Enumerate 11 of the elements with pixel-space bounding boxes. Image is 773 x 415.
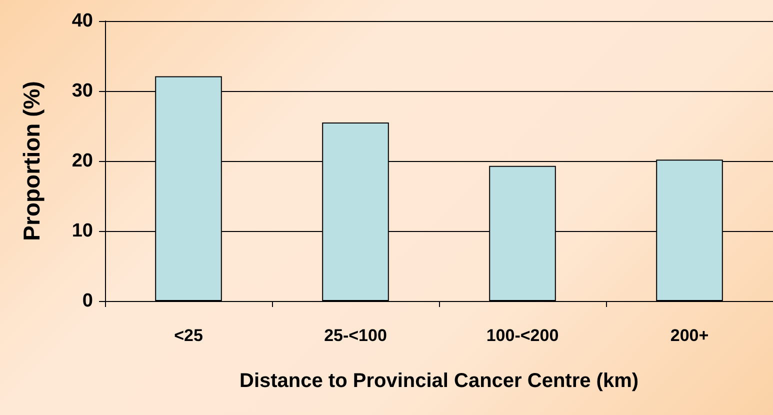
y-tick-label: 0 [82, 290, 93, 312]
x-tick-label: <25 [174, 326, 203, 345]
y-tick-label: 20 [72, 150, 93, 172]
x-tick-label: 200+ [670, 326, 709, 345]
y-tick-label: 40 [72, 10, 93, 32]
x-tick-label: 25-<100 [324, 326, 387, 345]
y-axis-title: Proportion (%) [18, 81, 44, 241]
y-tick-label: 30 [72, 80, 93, 102]
y-tick-label: 10 [72, 220, 93, 242]
x-tick-label: 100-<200 [486, 326, 559, 345]
x-axis-title: Distance to Provincial Cancer Centre (km) [239, 370, 639, 392]
